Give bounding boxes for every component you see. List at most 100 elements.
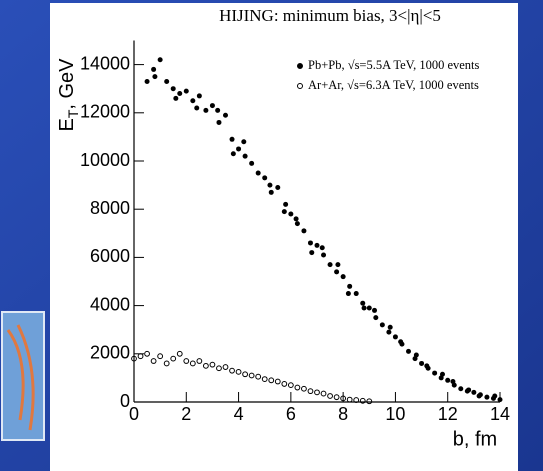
point xyxy=(177,91,183,97)
point xyxy=(194,105,200,111)
point xyxy=(249,160,255,166)
point xyxy=(321,252,327,258)
point xyxy=(183,88,189,94)
y-tick-label: 4000 xyxy=(90,294,130,314)
point xyxy=(164,78,170,84)
point xyxy=(413,352,419,358)
x-tick-label: 2 xyxy=(181,404,191,424)
point xyxy=(242,153,248,159)
point xyxy=(439,371,445,377)
point xyxy=(268,189,274,195)
point xyxy=(255,170,261,176)
point xyxy=(309,250,315,256)
point xyxy=(281,209,287,215)
x-tick-label: 14 xyxy=(490,404,510,424)
y-tick-label: 14000 xyxy=(80,53,130,73)
point xyxy=(398,339,404,345)
point xyxy=(242,371,249,378)
point xyxy=(255,373,262,380)
point xyxy=(340,274,346,280)
point xyxy=(137,353,144,360)
point xyxy=(345,291,351,297)
point xyxy=(372,307,378,313)
point xyxy=(359,397,366,404)
point xyxy=(320,390,327,397)
point xyxy=(150,358,157,364)
point xyxy=(392,334,398,340)
point xyxy=(445,377,451,383)
point xyxy=(267,182,273,188)
point xyxy=(229,136,235,142)
point xyxy=(151,66,157,72)
point xyxy=(261,376,268,383)
point xyxy=(432,370,438,376)
point xyxy=(170,355,177,362)
point xyxy=(183,358,190,364)
point xyxy=(373,315,379,321)
y-tick-label: 10000 xyxy=(80,150,130,170)
y-tick-label: 6000 xyxy=(90,246,130,266)
point xyxy=(131,355,137,362)
point xyxy=(476,393,482,399)
x-tick-label: 0 xyxy=(129,404,139,424)
point xyxy=(301,228,307,234)
point xyxy=(471,389,477,395)
chart-title: HIJING: minimum bias, 3<|η|<5 xyxy=(219,6,441,25)
point xyxy=(340,395,347,402)
point xyxy=(361,305,367,311)
x-axis-label: b, fm xyxy=(453,428,497,450)
point xyxy=(353,397,360,403)
point xyxy=(497,397,503,403)
point xyxy=(319,245,325,251)
point xyxy=(190,98,196,104)
x-tick-label: 6 xyxy=(286,404,296,424)
point xyxy=(209,361,216,368)
point xyxy=(347,283,353,289)
y-axis-label-sub: T xyxy=(65,109,81,118)
legend-label: Pb+Pb, √s=5.5A TeV, 1000 events xyxy=(308,58,480,72)
point xyxy=(346,396,353,403)
y-axis-label-rest: , GeV xyxy=(56,58,78,110)
point xyxy=(173,95,179,101)
point xyxy=(335,262,341,268)
point xyxy=(229,367,235,374)
point xyxy=(314,242,320,248)
point xyxy=(419,360,425,366)
point xyxy=(281,381,288,387)
point xyxy=(262,175,268,181)
point xyxy=(294,384,301,391)
x-tick-label: 10 xyxy=(385,404,405,424)
point xyxy=(268,377,275,384)
point xyxy=(366,305,372,311)
point xyxy=(334,269,340,275)
point xyxy=(216,365,222,372)
point xyxy=(275,185,281,191)
point xyxy=(176,350,183,357)
plot-panel xyxy=(50,3,518,471)
point xyxy=(307,388,314,395)
point xyxy=(293,216,299,222)
point xyxy=(152,74,158,80)
point xyxy=(366,398,373,405)
point xyxy=(235,368,242,375)
point xyxy=(424,363,430,369)
point xyxy=(163,360,170,367)
point xyxy=(379,322,385,328)
point xyxy=(387,324,393,330)
point xyxy=(236,146,242,152)
point xyxy=(144,350,150,357)
point xyxy=(248,372,255,379)
point xyxy=(157,353,164,360)
point xyxy=(327,262,333,268)
y-tick-label: 12000 xyxy=(80,102,130,122)
point xyxy=(484,394,490,400)
point xyxy=(360,300,366,306)
point xyxy=(144,78,150,84)
point xyxy=(466,387,472,393)
point xyxy=(189,360,196,367)
x-tick-label: 8 xyxy=(338,404,348,424)
legend-marker xyxy=(297,83,303,89)
x-tick-label: 12 xyxy=(438,404,458,424)
